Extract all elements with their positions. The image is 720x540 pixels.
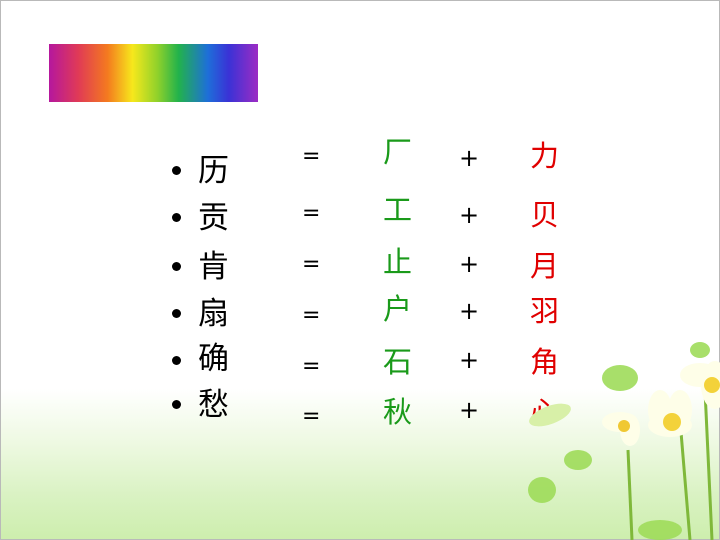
main-character: 愁 — [198, 387, 229, 423]
plus-sign: + — [459, 201, 480, 229]
left-component: 止 — [383, 245, 413, 279]
plus-sign: + — [459, 144, 480, 172]
plus-sign: + — [459, 250, 480, 278]
right-component: 贝 — [530, 198, 560, 232]
equals-sign: = — [302, 144, 321, 169]
left-component: 石 — [383, 345, 413, 379]
main-character: 历 — [198, 153, 229, 189]
main-character: 确 — [198, 341, 229, 377]
plus-sign: + — [459, 297, 480, 325]
list-item: 肯 = 止 + 月 — [0, 248, 720, 288]
equals-sign: = — [302, 404, 321, 429]
main-character: 肯 — [198, 249, 229, 285]
equals-sign: = — [302, 354, 321, 379]
plus-sign: + — [459, 396, 480, 424]
equals-sign: = — [302, 252, 321, 277]
bullet-icon — [172, 213, 181, 222]
list-item: 贡 = 工 + 贝 — [0, 193, 720, 239]
left-component: 户 — [383, 292, 413, 326]
main-character: 贡 — [198, 200, 229, 236]
list-item: 确 = 石 + 角 — [0, 342, 720, 382]
list-item: 历 = 厂 + 力 — [0, 138, 720, 192]
right-component: 月 — [530, 249, 560, 283]
bullet-icon — [172, 166, 181, 175]
bullet-icon — [172, 262, 181, 271]
right-component: 角 — [530, 345, 560, 379]
bullet-icon — [172, 356, 181, 365]
bullet-icon — [172, 400, 181, 409]
flower-decoration — [528, 342, 720, 540]
rainbow-banner — [49, 44, 258, 102]
list-item: 扇 = 户 + 羽 — [0, 295, 720, 335]
left-component: 秋 — [383, 395, 413, 429]
equals-sign: = — [302, 303, 321, 328]
equals-sign: = — [302, 201, 321, 226]
left-component: 工 — [383, 193, 413, 227]
right-component: 力 — [530, 139, 560, 173]
left-component: 厂 — [383, 135, 413, 169]
right-component: 羽 — [530, 294, 560, 328]
main-character: 扇 — [198, 296, 229, 332]
plus-sign: + — [459, 346, 480, 374]
bullet-icon — [172, 309, 181, 318]
